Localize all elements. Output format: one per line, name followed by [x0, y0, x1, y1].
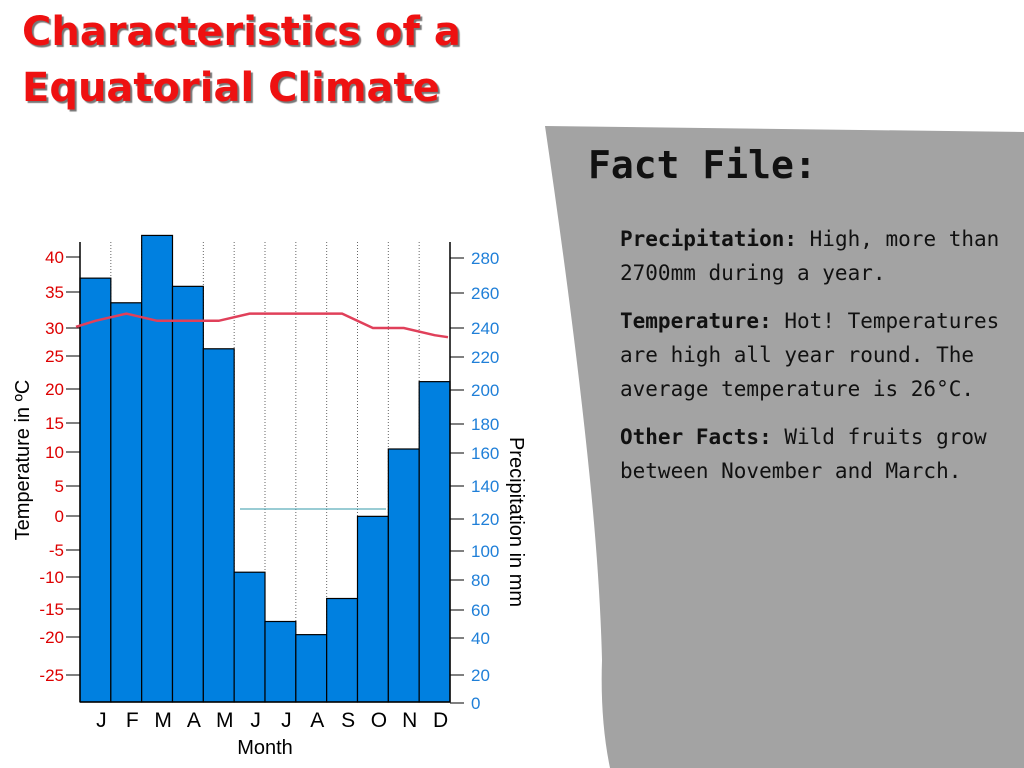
y-axis-label-right: Precipitation in mm [505, 437, 527, 607]
right-tick-label: 80 [471, 571, 490, 590]
precip-bar [233, 571, 266, 703]
right-tick-label: 260 [471, 284, 499, 303]
right-tick-label: 60 [471, 601, 490, 620]
right-tick-label: 240 [471, 319, 499, 338]
right-tick-label: 180 [471, 415, 499, 434]
x-tick-label: D [433, 709, 448, 732]
precip-bar [264, 620, 297, 703]
x-axis-label: Month [237, 737, 293, 759]
precip-bar [202, 348, 235, 703]
precip-bar [326, 597, 359, 703]
x-tick-label: A [310, 709, 324, 732]
fact-text: Wild fruits grow between November and Ma… [620, 425, 987, 483]
left-tick-label: -25 [39, 666, 64, 685]
fact-label: Precipitation: [620, 227, 798, 251]
x-tick-label: M [154, 709, 172, 732]
precip-bar [141, 234, 174, 703]
x-tick-label: J [250, 709, 261, 732]
left-tick-label: -10 [39, 568, 64, 587]
precip-bar [79, 277, 112, 703]
page-title: Characteristics of a Equatorial Climate [22, 4, 461, 116]
x-tick-label: M [216, 709, 234, 732]
precip-bar [387, 448, 420, 703]
right-tick-label: 0 [471, 694, 480, 713]
x-tick-label: N [402, 709, 417, 732]
y-axis-label-left: Temperature in ºC [12, 380, 34, 541]
fact-label: Temperature: [620, 309, 772, 333]
left-tick-label: 30 [45, 319, 64, 338]
left-tick-label: 25 [45, 347, 64, 366]
fact-other: Other Facts: Wild fruits grow between No… [620, 420, 1020, 488]
x-tick-label: J [281, 709, 292, 732]
left-tick-label: 35 [45, 283, 64, 302]
x-tick-label: S [341, 709, 355, 732]
left-tick-label: 10 [45, 443, 64, 462]
left-tick-label: 20 [45, 380, 64, 399]
fact-label: Other Facts: [620, 425, 772, 449]
x-tick-label: A [187, 709, 201, 732]
temperature-line [75, 312, 449, 339]
fact-list: Precipitation: High, more than 2700mm du… [620, 222, 1020, 502]
title-line-2: Equatorial Climate [22, 65, 440, 111]
right-tick-label: 100 [471, 542, 499, 561]
x-tick-label: O [371, 709, 387, 732]
right-tick-label: 220 [471, 348, 499, 367]
left-tick-label: 15 [45, 414, 64, 433]
x-tick-label: J [96, 709, 107, 732]
right-tick-label: 160 [471, 444, 499, 463]
title-line-1: Characteristics of a [22, 9, 461, 55]
fact-precipitation: Precipitation: High, more than 2700mm du… [620, 222, 1020, 290]
right-tick-label: 40 [471, 629, 490, 648]
precip-bar [295, 634, 328, 703]
fact-text: Hot! Temperatures are high all year roun… [620, 309, 1000, 401]
left-tick-label: -20 [39, 628, 64, 647]
right-tick-label: 280 [471, 249, 499, 268]
climate-chart: 40 35 30 25 20 15 10 5 0 -5 -10 -15 -20 -25 280 260 240 2… [12, 234, 527, 759]
right-tick-label: 20 [471, 666, 490, 685]
precip-bar [171, 285, 204, 703]
fact-file-heading: Fact File: [588, 143, 817, 187]
precip-bar [110, 302, 143, 703]
left-tick-label: 5 [55, 477, 64, 496]
fact-temperature: Temperature: Hot! Temperatures are high … [620, 304, 1020, 406]
left-tick-label: -15 [39, 600, 64, 619]
precip-bar [356, 515, 389, 703]
left-tick-label: 40 [45, 248, 64, 267]
x-tick-label: F [126, 709, 139, 732]
left-tick-label: 0 [55, 507, 64, 526]
precip-bar [418, 381, 451, 703]
fact-text: High, more than 2700mm during a year. [620, 227, 1000, 285]
right-tick-label: 120 [471, 510, 499, 529]
left-tick-label: -5 [49, 541, 64, 560]
right-tick-label: 140 [471, 477, 499, 496]
right-tick-label: 200 [471, 381, 499, 400]
